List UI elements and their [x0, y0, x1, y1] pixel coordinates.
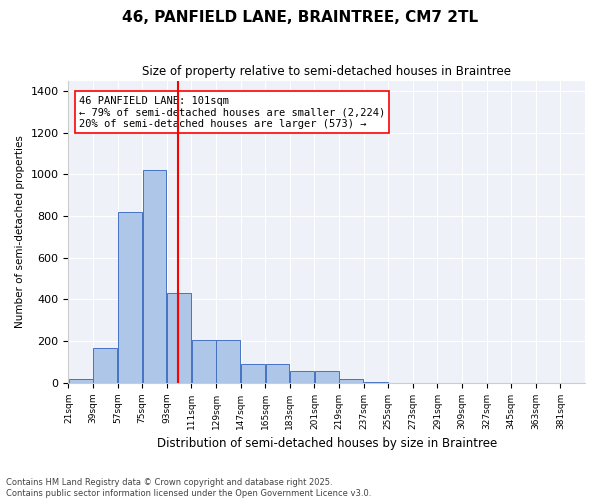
- Bar: [118, 212, 142, 382]
- Text: 46 PANFIELD LANE: 101sqm
← 79% of semi-detached houses are smaller (2,224)
20% o: 46 PANFIELD LANE: 101sqm ← 79% of semi-d…: [79, 96, 385, 129]
- Bar: [217, 340, 240, 382]
- Bar: [290, 371, 314, 382]
- Bar: [266, 364, 289, 382]
- Bar: [69, 380, 92, 382]
- Bar: [315, 371, 338, 382]
- Bar: [241, 364, 265, 382]
- Title: Size of property relative to semi-detached houses in Braintree: Size of property relative to semi-detach…: [142, 65, 511, 78]
- X-axis label: Distribution of semi-detached houses by size in Braintree: Distribution of semi-detached houses by …: [157, 437, 497, 450]
- Bar: [340, 380, 363, 382]
- Bar: [167, 293, 191, 382]
- Text: 46, PANFIELD LANE, BRAINTREE, CM7 2TL: 46, PANFIELD LANE, BRAINTREE, CM7 2TL: [122, 10, 478, 25]
- Y-axis label: Number of semi-detached properties: Number of semi-detached properties: [15, 135, 25, 328]
- Bar: [192, 340, 215, 382]
- Text: Contains HM Land Registry data © Crown copyright and database right 2025.
Contai: Contains HM Land Registry data © Crown c…: [6, 478, 371, 498]
- Bar: [94, 348, 117, 382]
- Bar: [143, 170, 166, 382]
